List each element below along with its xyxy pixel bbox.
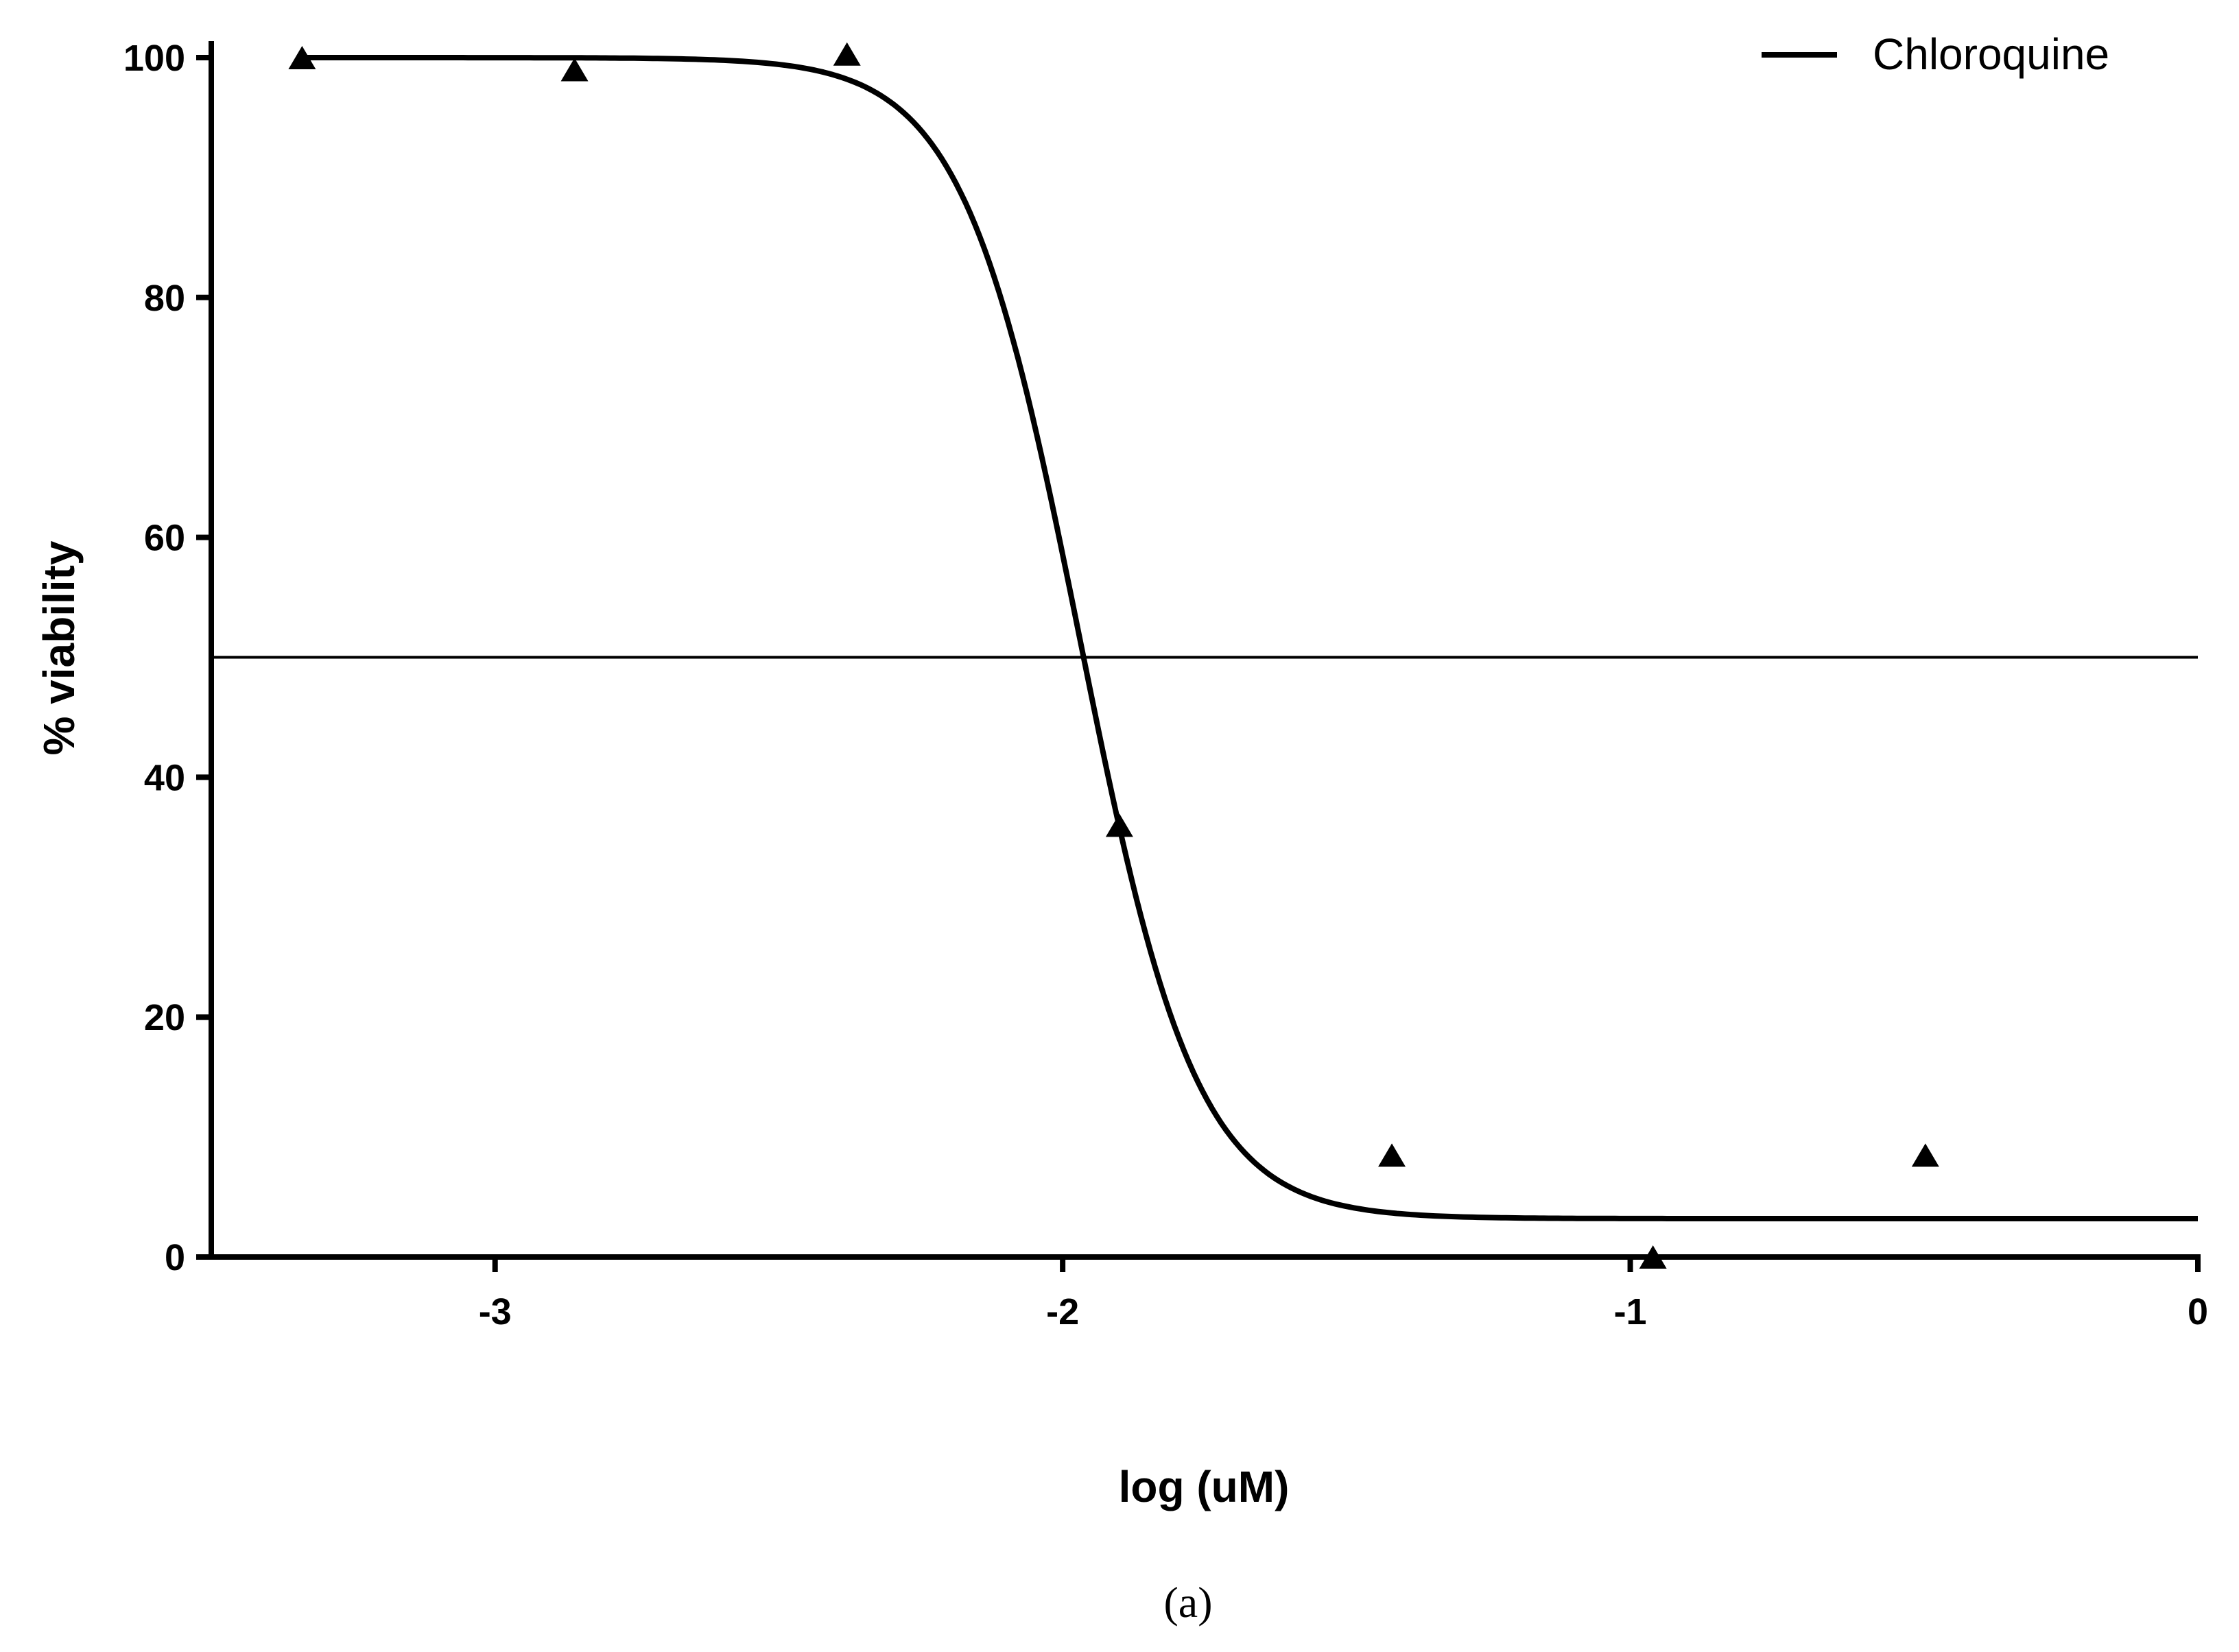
axes: 0 20 40 60 80 100 -3 -2 -1 0 — [123, 38, 2208, 1332]
data-point-triangle — [833, 42, 861, 66]
data-point-triangle — [288, 46, 316, 69]
x-tick-label: -1 — [1614, 1291, 1647, 1332]
y-tick-label: 60 — [144, 518, 185, 559]
x-tick-label: -3 — [479, 1291, 512, 1332]
data-point-triangle — [1378, 1143, 1406, 1167]
y-axis-title: % viability — [34, 540, 84, 755]
x-axis-ticks: -3 -2 -1 0 — [479, 1257, 2208, 1332]
data-point-triangle — [560, 58, 589, 82]
y-tick-label: 80 — [144, 278, 185, 319]
plot-area — [211, 42, 2198, 1269]
legend-label-chloroquine: Chloroquine — [1873, 29, 2109, 79]
data-points — [288, 42, 1939, 1269]
x-tick-label: 0 — [2188, 1291, 2208, 1332]
fitted-curve-chloroquine — [302, 55, 2198, 1221]
data-point-triangle — [1911, 1143, 1939, 1167]
data-point-triangle — [1105, 813, 1133, 837]
y-tick-label: 0 — [165, 1237, 185, 1278]
legend: Chloroquine — [1762, 29, 2109, 79]
y-axis-ticks: 0 20 40 60 80 100 — [123, 38, 211, 1278]
panel-label: (a) — [1163, 1578, 1212, 1627]
y-tick-label: 40 — [144, 757, 185, 798]
y-tick-label: 20 — [144, 997, 185, 1038]
y-tick-label: 100 — [123, 38, 185, 79]
x-axis-title: log (uM) — [1119, 1462, 1290, 1511]
x-tick-label: -2 — [1046, 1291, 1079, 1332]
